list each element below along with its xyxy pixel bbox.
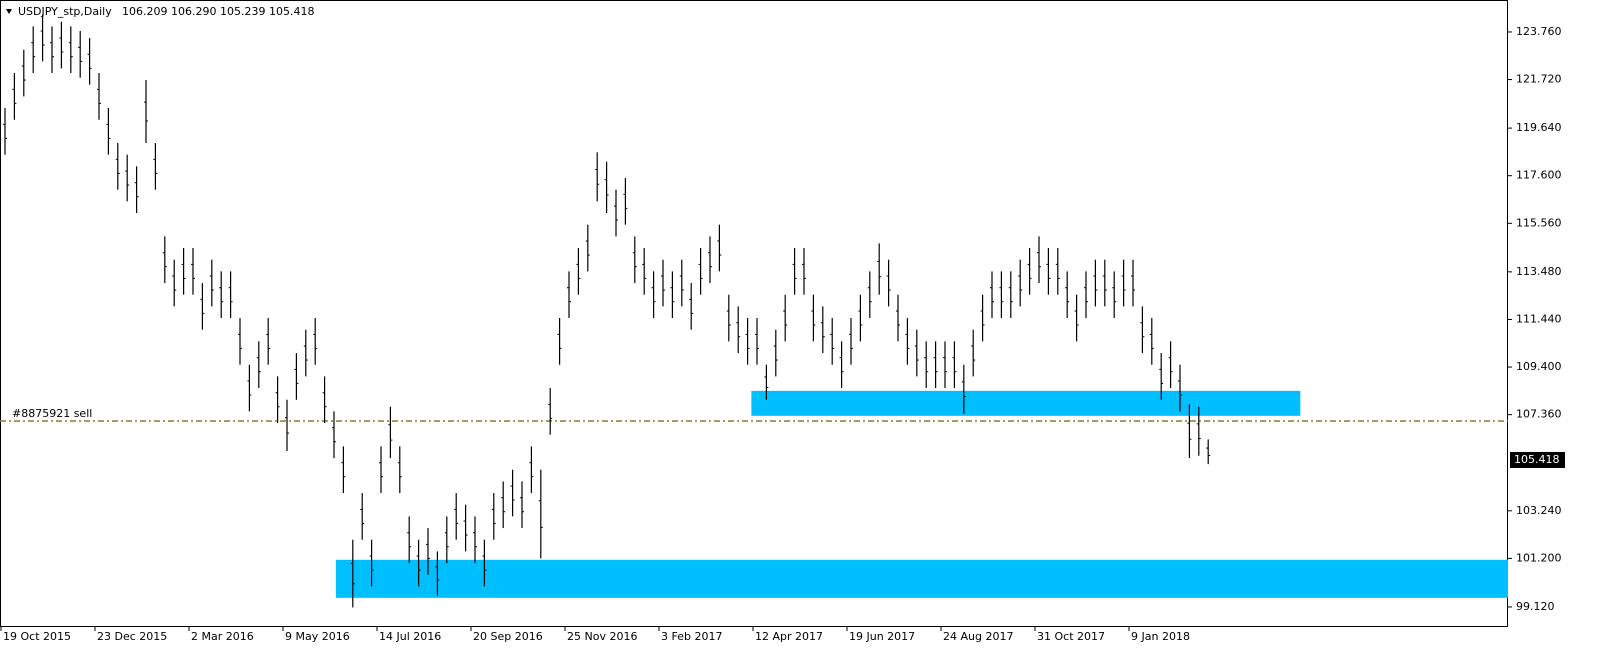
y-tick-label: 103.240 (1516, 504, 1562, 517)
x-tick-label: 19 Jun 2017 (849, 630, 915, 643)
x-tick-label: 9 May 2016 (285, 630, 350, 643)
zone (751, 390, 1301, 416)
x-tick-label: 20 Sep 2016 (473, 630, 543, 643)
x-tick-label: 25 Nov 2016 (567, 630, 637, 643)
x-tick-label: 19 Oct 2015 (3, 630, 71, 643)
x-tick-label: 23 Dec 2015 (97, 630, 167, 643)
plot-frame (0, 0, 1508, 627)
x-tick-label: 14 Jul 2016 (379, 630, 441, 643)
last-price-bg (1510, 451, 1565, 468)
zone (335, 559, 1508, 598)
y-tick-label: 121.720 (1516, 73, 1562, 86)
y-tick-label: 107.360 (1516, 408, 1562, 421)
y-tick-label: 101.200 (1516, 551, 1562, 564)
y-tick-label: 113.480 (1516, 265, 1562, 278)
last-price-label: 105.418 (1514, 453, 1560, 466)
x-tick-label: 3 Feb 2017 (661, 630, 722, 643)
order-label: #8875921 sell (12, 407, 92, 420)
x-tick-label: 31 Oct 2017 (1037, 630, 1105, 643)
x-tick-label: 12 Apr 2017 (755, 630, 823, 643)
y-tick-label: 99.120 (1516, 600, 1555, 613)
symbol: USDJPY_stp,Daily (18, 5, 112, 18)
y-tick-label: 117.600 (1516, 169, 1562, 182)
y-tick-label: 119.640 (1516, 121, 1562, 134)
menu-arrow[interactable] (6, 9, 12, 14)
x-tick-label: 2 Mar 2016 (191, 630, 254, 643)
y-tick-label: 109.400 (1516, 360, 1562, 373)
y-tick-label: 123.760 (1516, 25, 1562, 38)
y-tick-label: 111.440 (1516, 312, 1562, 325)
ohlc-values: 106.209 106.290 105.239 105.418 (122, 5, 314, 18)
y-tick-label: 115.560 (1516, 216, 1562, 229)
order-label-bg (8, 407, 88, 419)
x-tick-label: 9 Jan 2018 (1131, 630, 1190, 643)
x-tick-label: 24 Aug 2017 (943, 630, 1013, 643)
